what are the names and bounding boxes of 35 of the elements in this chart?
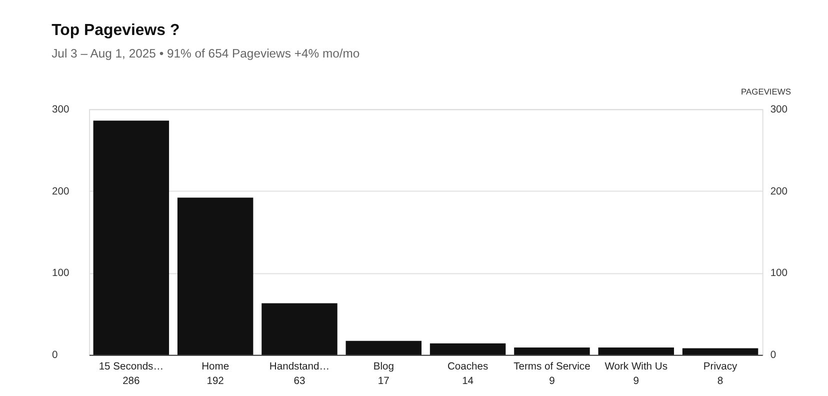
y2-tick-label: 300: [770, 104, 788, 116]
x-tick-label: Home: [202, 361, 230, 372]
bar: [514, 347, 590, 355]
bar: [93, 120, 170, 355]
data-label: 8: [717, 376, 724, 387]
y-tick-label: 0: [52, 350, 58, 362]
x-tick-label: Blog: [373, 361, 394, 372]
y2-tick-label: 0: [770, 350, 776, 362]
y-tick-label: 300: [52, 104, 70, 116]
bar: [598, 347, 674, 355]
data-label: 14: [462, 376, 474, 387]
data-label: 17: [378, 376, 390, 387]
x-tick-label: Work With Us: [604, 361, 668, 372]
data-label: 9: [633, 376, 640, 387]
y-tick-label: 200: [52, 186, 70, 198]
data-label: 9: [549, 376, 556, 387]
x-tick-label: Privacy: [703, 361, 738, 372]
y2-axis-title: PAGEVIEWS: [741, 86, 792, 97]
data-label: 286: [122, 376, 140, 387]
bar: [346, 340, 422, 355]
x-tick-label: Coaches: [447, 361, 488, 372]
chart-title: Top Pageviews ?: [52, 22, 180, 40]
y-tick-label: 100: [52, 268, 70, 280]
y2-tick-label: 200: [770, 186, 788, 198]
y2-tick-label: 100: [770, 268, 788, 280]
bar: [682, 348, 758, 355]
bar: [177, 198, 254, 355]
data-label: 63: [294, 376, 306, 387]
x-tick-label: 15 Seconds…: [98, 361, 164, 372]
bar: [262, 303, 338, 355]
bar: [430, 343, 506, 355]
data-label: 192: [206, 376, 224, 387]
x-tick-label: Terms of Service: [514, 361, 591, 372]
chart-subtitle: Jul 3 – Aug 1, 2025 • 91% of 654 Pageviews +4% mo/mo: [52, 46, 360, 61]
x-tick-label: Handstand…: [269, 361, 330, 372]
